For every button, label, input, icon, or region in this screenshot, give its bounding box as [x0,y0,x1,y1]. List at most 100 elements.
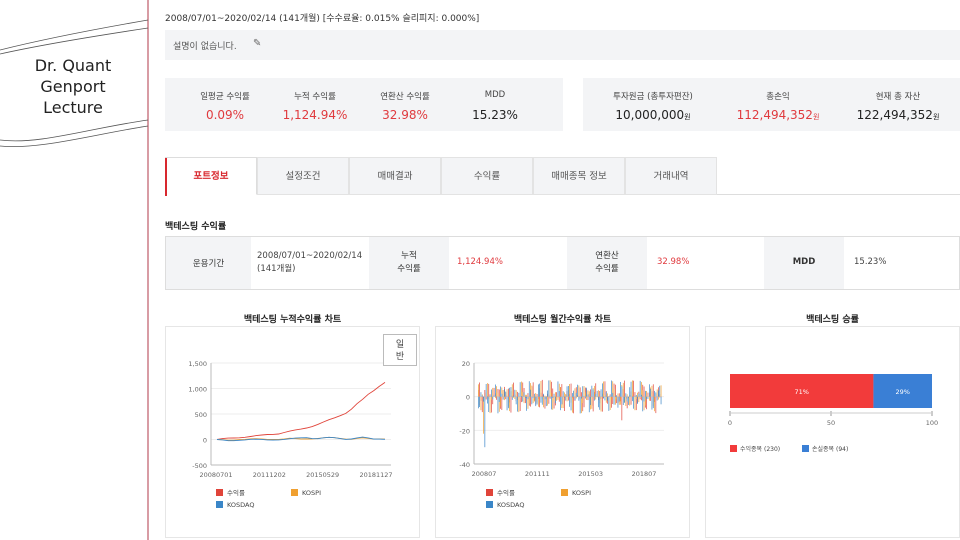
monthly-bar [591,385,593,397]
monthly-bar [646,391,647,397]
monthly-bar [604,381,606,397]
monthly-bar [643,386,645,397]
monthly-bar [600,389,602,397]
monthly-bar [599,391,601,397]
monthly-bar [513,395,514,397]
monthly-bar [635,395,637,397]
monthly-bar [598,396,599,408]
monthly-bar [595,393,597,397]
monthly-bar [638,393,640,397]
monthly-bar [479,396,480,407]
cumulative-header: 누적 수익률 [369,237,449,289]
metric-label: 총손익 [766,92,790,102]
monthly-bar [536,396,538,405]
monthly-bar [609,395,611,397]
monthly-bar [561,384,563,397]
legend-swatch [216,501,223,508]
monthly-bar [562,391,564,397]
tab-stock-info[interactable]: 매매종목 정보 [533,157,625,195]
x-tick-label: 20181127 [359,471,392,479]
monthly-bar [659,396,661,398]
monthly-bar [479,382,480,397]
metric-amount: 10,000,000 [615,108,685,122]
monthly-bar [575,392,577,397]
monthly-bar [565,394,567,397]
monthly-bar [509,387,510,397]
summary-assets: 투자원금 (총투자편잔) 10,000,000원 총손익 112,494,352… [583,78,960,131]
mdd-value: 15.23% [844,237,959,289]
monthly-bar [522,382,524,397]
monthly-bar [621,396,623,421]
monthly-bar [649,384,650,397]
monthly-bar [481,395,483,397]
edit-pencil-icon[interactable]: ✎ [253,38,262,49]
monthly-bar [566,396,568,402]
monthly-bar [538,384,539,397]
tab-settings[interactable]: 설정조건 [257,157,349,195]
monthly-bar [491,396,492,400]
y-tick-label: -500 [192,462,207,470]
monthly-bar [659,385,661,397]
cumulative-header-line: 수익률 [397,264,421,274]
monthly-bar [639,380,641,397]
monthly-bar [509,396,510,412]
monthly-bar [492,396,494,400]
monthly-bar [655,392,657,397]
portfolio-page: 2008/07/01~2020/02/14 (141개월) [수수료율: 0.0… [150,0,960,540]
monthly-bar [618,393,620,397]
monthly-bar [634,396,636,411]
metric-unit: 원 [932,113,940,121]
monthly-bar [549,396,551,398]
monthly-bar [496,386,497,397]
monthly-bar [574,396,576,401]
legend-swatch [802,445,809,452]
monthly-bar [621,386,623,397]
x-tick-label: 201111 [525,470,550,478]
tab-returns[interactable]: 수익률 [441,157,533,195]
monthly-bar [594,385,595,397]
monthly-bar [651,385,653,397]
monthly-bar [501,396,503,410]
monthly-bar [583,396,585,408]
monthly-bar [616,396,617,400]
monthly-bar [590,396,591,405]
monthly-bar [618,396,620,402]
monthly-bar [587,396,589,401]
monthly-bar [489,395,491,397]
x-tick-label: 50 [827,419,835,427]
monthly-bar [591,396,593,409]
monthly-bar [557,381,559,397]
monthly-bar [592,389,594,397]
monthly-bar [628,396,629,405]
chart-toggle-button[interactable]: 일 반 [383,334,417,366]
metric-value: 1,124.94% [282,108,348,122]
monthly-bar [539,383,540,397]
legend-label: 수익률 [497,489,515,497]
monthly-bar [553,396,555,402]
monthly-bar [622,382,624,397]
monthly-bar [607,393,608,397]
monthly-bar [570,396,572,411]
monthly-bar [575,396,577,399]
monthly-bar [552,396,554,398]
monthly-bar [543,393,544,397]
monthly-bar [590,389,591,397]
monthly-bar [530,389,531,397]
monthly-bar [604,395,606,397]
legend-label: KOSPI [302,489,321,497]
tab-trade-results[interactable]: 매매결과 [349,157,441,195]
monthly-bar [541,379,543,397]
monthly-bar [514,389,516,397]
tab-port-info[interactable]: 포트정보 [165,157,257,196]
monthly-chart-title: 백테스팅 월간수익률 차트 [513,315,612,325]
monthly-bar [521,396,522,403]
monthly-bar [611,396,612,408]
tab-transactions[interactable]: 거래내역 [625,157,717,195]
monthly-bar [646,396,647,410]
summary-returns: 일평균 수익률 0.09% 누적 수익률 1,124.94% 연환산 수익률 3… [165,78,563,131]
monthly-bar [624,396,625,403]
y-tick-label: 500 [195,411,207,419]
monthly-bar [605,391,607,397]
monthly-bar [625,393,627,397]
